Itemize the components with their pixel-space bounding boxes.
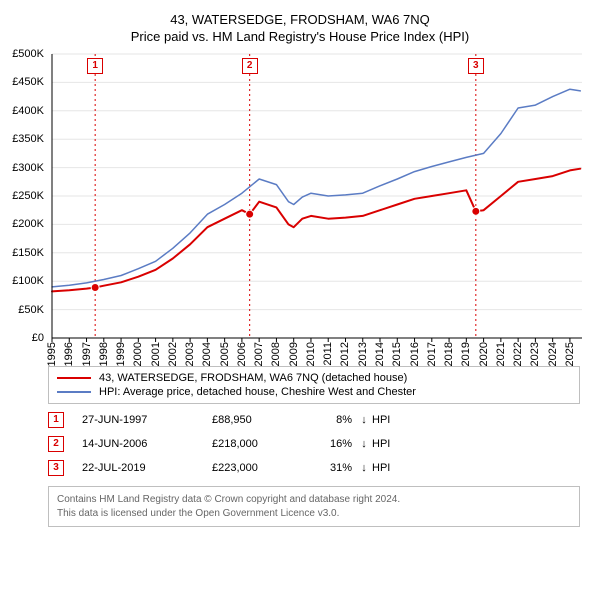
x-tick-label: 2015 (391, 342, 403, 366)
x-tick-label: 1995 (46, 342, 58, 366)
x-tick-label: 2005 (219, 342, 231, 366)
sale-date: 22-JUL-2019 (82, 462, 212, 474)
x-tick-label: 2003 (184, 342, 196, 366)
x-tick-label: 2011 (322, 342, 334, 366)
x-tick-label: 2024 (547, 342, 559, 366)
y-tick-label: £0 (32, 332, 44, 344)
sale-hpi-label: HPI (372, 414, 402, 426)
legend-swatch (57, 377, 91, 379)
x-tick-label: 2014 (374, 342, 386, 366)
x-tick-label: 2020 (478, 342, 490, 366)
chart-marker-3: 3 (468, 58, 484, 74)
x-tick-label: 2010 (305, 342, 317, 366)
chart-marker-1: 1 (87, 58, 103, 74)
x-tick-label: 1999 (115, 342, 127, 366)
legend-swatch (57, 391, 91, 393)
down-arrow-icon: ↓ (356, 438, 372, 450)
sale-row: 3 22-JUL-2019£223,00031%↓HPI (48, 456, 580, 480)
sale-price: £88,950 (212, 414, 312, 426)
chart-title: 43, WATERSEDGE, FRODSHAM, WA6 7NQ (0, 0, 600, 27)
legend-row: HPI: Average price, detached house, Ches… (57, 385, 571, 399)
sale-pct: 16% (312, 438, 356, 450)
x-tick-label: 2009 (288, 342, 300, 366)
sale-pct: 8% (312, 414, 356, 426)
chart-plot-area: £0 £50K £100K £150K £200K £250K £300K £350K £400… (0, 48, 600, 360)
sale-price: £223,000 (212, 462, 312, 474)
x-tick-label: 2016 (409, 342, 421, 366)
sale-date: 27-JUN-1997 (82, 414, 212, 426)
legend-label: HPI: Average price, detached house, Ches… (99, 386, 416, 398)
y-tick-label: £100K (12, 275, 44, 287)
x-tick-label: 2001 (150, 342, 162, 366)
x-tick-label: 2006 (236, 342, 248, 366)
x-tick-label: 2021 (495, 342, 507, 366)
attribution-footer: Contains HM Land Registry data © Crown c… (48, 486, 580, 527)
y-tick-label: £350K (12, 133, 44, 145)
x-tick-label: 2004 (201, 342, 213, 366)
sale-price: £218,000 (212, 438, 312, 450)
legend-row: 43, WATERSEDGE, FRODSHAM, WA6 7NQ (detac… (57, 371, 571, 385)
sale-marker: 2 (48, 436, 64, 452)
chart-container: 43, WATERSEDGE, FRODSHAM, WA6 7NQ Price … (0, 0, 600, 590)
x-tick-label: 1996 (63, 342, 75, 366)
x-tick-label: 2019 (460, 342, 472, 366)
x-tick-label: 2007 (253, 342, 265, 366)
y-tick-label: £500K (12, 48, 44, 60)
x-tick-label: 2017 (426, 342, 438, 366)
sale-hpi-label: HPI (372, 462, 402, 474)
x-tick-label: 1997 (81, 342, 93, 366)
footer-line-1: Contains HM Land Registry data © Crown c… (57, 493, 571, 507)
x-tick-label: 2022 (512, 342, 524, 366)
x-tick-label: 2000 (132, 342, 144, 366)
x-tick-label: 1998 (98, 342, 110, 366)
chart-marker-2: 2 (242, 58, 258, 74)
legend-label: 43, WATERSEDGE, FRODSHAM, WA6 7NQ (detac… (99, 372, 407, 384)
sale-row: 1 27-JUN-1997£88,9508%↓HPI (48, 408, 580, 432)
y-tick-label: £250K (12, 190, 44, 202)
x-tick-label: 2023 (529, 342, 541, 366)
sale-date: 14-JUN-2006 (82, 438, 212, 450)
chart-subtitle: Price paid vs. HM Land Registry's House … (0, 27, 600, 48)
legend: 43, WATERSEDGE, FRODSHAM, WA6 7NQ (detac… (48, 366, 580, 404)
x-tick-label: 2013 (357, 342, 369, 366)
sale-pct: 31% (312, 462, 356, 474)
x-tick-label: 2008 (270, 342, 282, 366)
down-arrow-icon: ↓ (356, 414, 372, 426)
y-tick-label: £200K (12, 218, 44, 230)
y-tick-label: £400K (12, 105, 44, 117)
down-arrow-icon: ↓ (356, 462, 372, 474)
x-tick-label: 2025 (564, 342, 576, 366)
y-tick-label: £50K (18, 304, 44, 316)
y-tick-label: £300K (12, 162, 44, 174)
x-tick-label: 2002 (167, 342, 179, 366)
sales-table: 127-JUN-1997£88,9508%↓HPI214-JUN-2006£21… (48, 408, 580, 480)
sale-marker: 1 (48, 412, 64, 428)
footer-line-2: This data is licensed under the Open Gov… (57, 507, 571, 521)
x-tick-label: 2012 (339, 342, 351, 366)
sale-hpi-label: HPI (372, 438, 402, 450)
x-tick-label: 2018 (443, 342, 455, 366)
sale-row: 2 14-JUN-2006£218,00016%↓HPI (48, 432, 580, 456)
sale-marker: 3 (48, 460, 64, 476)
chart-svg (0, 48, 600, 360)
y-tick-label: £450K (12, 76, 44, 88)
y-tick-label: £150K (12, 247, 44, 259)
